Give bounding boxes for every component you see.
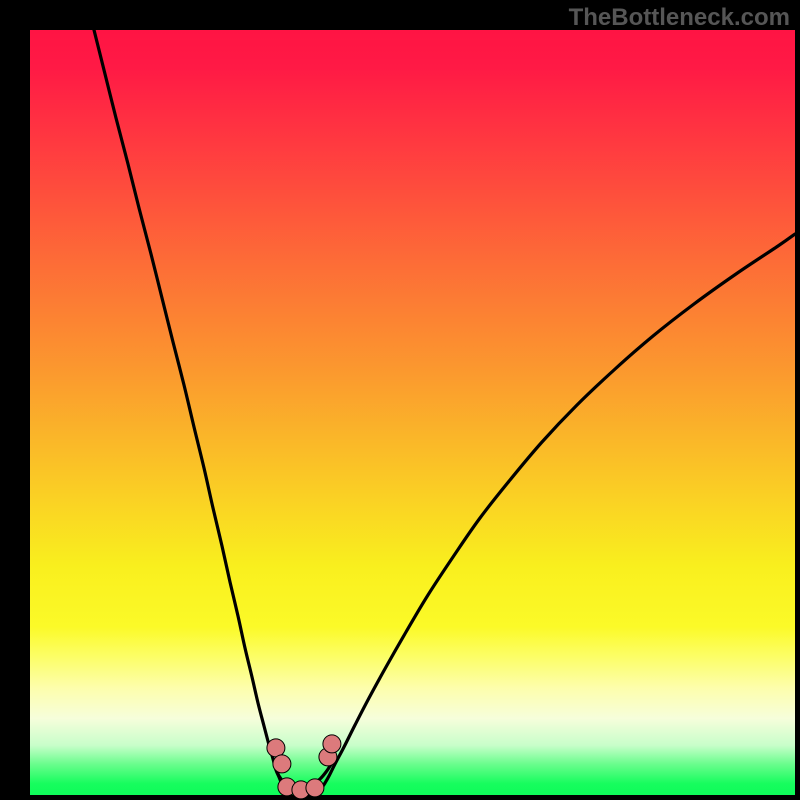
- curve-layer: [30, 30, 795, 795]
- curve-right: [323, 234, 795, 786]
- plot-area: [30, 30, 795, 795]
- watermark-text: TheBottleneck.com: [569, 4, 790, 32]
- curve-left: [94, 30, 283, 786]
